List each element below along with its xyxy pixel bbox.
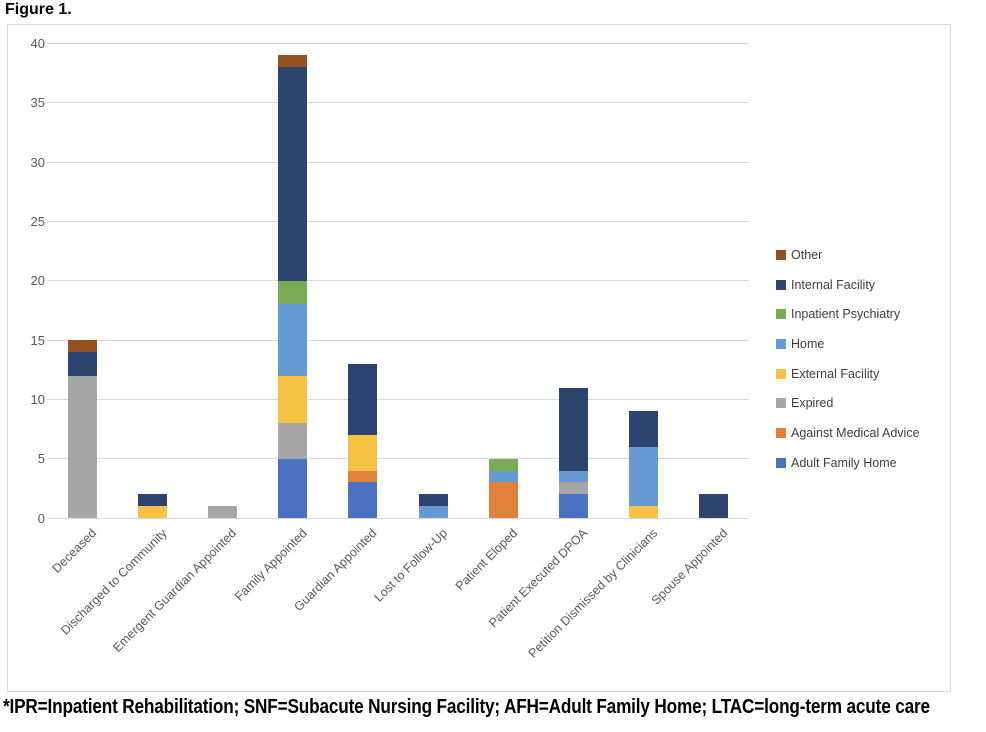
legend-item: External Facility (776, 367, 879, 381)
bar-segment (137, 506, 167, 518)
y-axis-tick-label: 5 (37, 451, 45, 467)
legend-swatch-icon (776, 427, 786, 438)
bar-segment (559, 482, 588, 495)
bar-segment (348, 482, 378, 518)
legend-swatch-icon (776, 250, 786, 260)
gridline (47, 458, 749, 460)
gridline (47, 102, 749, 104)
legend-label: Expired (791, 396, 834, 411)
bar-segment (278, 55, 308, 68)
legend-swatch-icon (776, 368, 786, 379)
y-axis-tick-label: 15 (30, 332, 45, 348)
y-axis-tick-label: 0 (37, 510, 45, 526)
legend-label: External Facility (791, 366, 880, 381)
bar-segment (208, 506, 237, 518)
legend-item: Inpatient Psychiatry (776, 307, 900, 321)
legend-label: Against Medical Advice (791, 425, 920, 440)
legend-item: Adult Family Home (776, 456, 897, 470)
legend-item: Against Medical Advice (776, 426, 920, 440)
legend-item: Other (776, 248, 822, 262)
gridline (47, 398, 749, 400)
y-axis-tick-label: 20 (30, 273, 45, 289)
bar-segment (348, 470, 378, 483)
bar-segment (559, 470, 588, 483)
legend-item: Expired (776, 396, 833, 410)
bar-segment (629, 506, 659, 518)
bar-segment (629, 411, 659, 447)
legend-swatch-icon (776, 398, 786, 409)
legend-swatch-icon (776, 457, 786, 468)
bar-segment (67, 375, 97, 518)
legend-label: Home (791, 336, 825, 351)
gridline (47, 280, 749, 282)
y-axis-tick-label: 10 (30, 391, 45, 407)
bar-segment (348, 363, 378, 435)
bar-segment (559, 494, 588, 518)
bar-segment (67, 351, 97, 376)
legend-swatch-icon (776, 279, 786, 290)
bar-segment (418, 506, 448, 518)
bar-segment (488, 470, 518, 483)
figure-footnote: *IPR=Inpatient Rehabilitation; SNF=Subac… (3, 696, 930, 718)
legend-label: Adult Family Home (791, 455, 897, 470)
bar-segment (348, 434, 378, 471)
chart-border-frame (7, 24, 951, 692)
gridline (47, 339, 749, 341)
bar-segment (278, 375, 308, 424)
legend-swatch-icon (776, 309, 786, 320)
legend-swatch-icon (776, 338, 786, 349)
y-axis-tick-label: 35 (30, 95, 45, 111)
gridline (47, 161, 749, 163)
bar-segment (699, 494, 729, 518)
bar-segment (137, 494, 167, 507)
bar-segment (67, 340, 97, 352)
legend-label: Other (791, 248, 823, 262)
bar-segment (488, 482, 518, 518)
bar-segment (278, 423, 308, 459)
bar-segment (278, 280, 308, 305)
bar-segment (559, 387, 588, 471)
gridline (47, 517, 749, 519)
legend-item: Internal Facility (776, 278, 875, 292)
bar-segment (418, 494, 448, 507)
y-axis-tick-label: 30 (30, 154, 45, 170)
gridline (47, 220, 749, 222)
bar-segment (278, 304, 308, 376)
legend-label: Internal Facility (791, 277, 876, 292)
y-axis-tick-label: 25 (30, 213, 45, 229)
bar-segment (629, 446, 659, 507)
bar-segment (278, 458, 308, 518)
gridline (47, 43, 749, 44)
bar-segment (278, 67, 308, 281)
legend-item: Home (776, 337, 824, 351)
figure-title: Figure 1. (5, 1, 72, 18)
bar-segment (488, 458, 518, 471)
y-axis-tick-label: 40 (30, 36, 45, 51)
legend-label: Inpatient Psychiatry (791, 307, 901, 322)
